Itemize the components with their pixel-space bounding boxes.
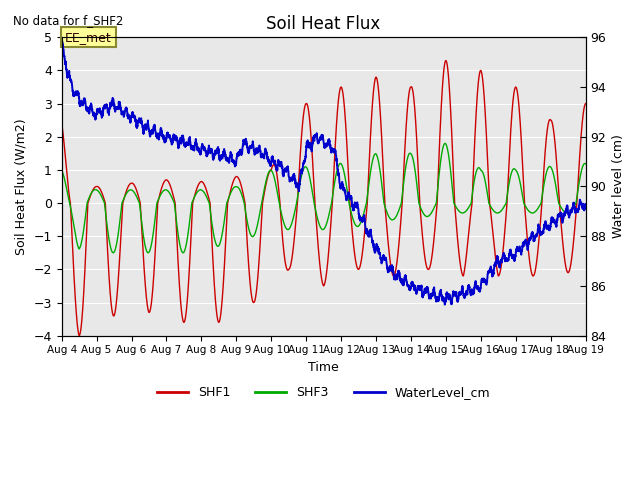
Y-axis label: Water level (cm): Water level (cm): [612, 134, 625, 239]
Y-axis label: Soil Heat Flux (W/m2): Soil Heat Flux (W/m2): [15, 118, 28, 255]
SHF3: [58, 168, 65, 173]
X-axis label: Time: Time: [308, 361, 339, 374]
Line: SHF1: SHF1: [61, 60, 586, 336]
WaterLevel_cm: [582, 201, 589, 207]
SHF1: [118, 222, 125, 228]
Legend: SHF1, SHF3, WaterLevel_cm: SHF1, SHF3, WaterLevel_cm: [152, 381, 496, 404]
WaterLevel_cm: [58, 38, 66, 44]
Text: EE_met: EE_met: [65, 31, 112, 44]
SHF1: [582, 101, 589, 107]
SHF1: [572, 215, 579, 221]
WaterLevel_cm: [259, 155, 267, 160]
Line: SHF3: SHF3: [61, 144, 586, 253]
Text: No data for f_SHF2: No data for f_SHF2: [13, 14, 123, 27]
WaterLevel_cm: [149, 130, 157, 136]
SHF3: [148, 235, 156, 241]
SHF1: [282, 261, 289, 266]
SHF3: [441, 141, 449, 146]
WaterLevel_cm: [118, 112, 125, 118]
SHF3: [282, 224, 289, 230]
SHF3: [572, 201, 579, 207]
SHF3: [259, 194, 267, 200]
WaterLevel_cm: [282, 168, 289, 173]
SHF3: [582, 161, 589, 167]
WaterLevel_cm: [441, 302, 449, 308]
SHF1: [58, 120, 65, 126]
SHF3: [515, 176, 523, 181]
WaterLevel_cm: [515, 246, 523, 252]
SHF1: [259, 199, 267, 204]
SHF1: [76, 333, 83, 338]
WaterLevel_cm: [58, 40, 65, 46]
SHF1: [149, 288, 157, 293]
SHF1: [515, 106, 523, 112]
SHF1: [442, 58, 450, 63]
SHF3: [118, 205, 125, 211]
WaterLevel_cm: [572, 207, 579, 213]
SHF3: [179, 250, 187, 256]
Line: WaterLevel_cm: WaterLevel_cm: [61, 41, 586, 305]
Title: Soil Heat Flux: Soil Heat Flux: [266, 15, 381, 33]
